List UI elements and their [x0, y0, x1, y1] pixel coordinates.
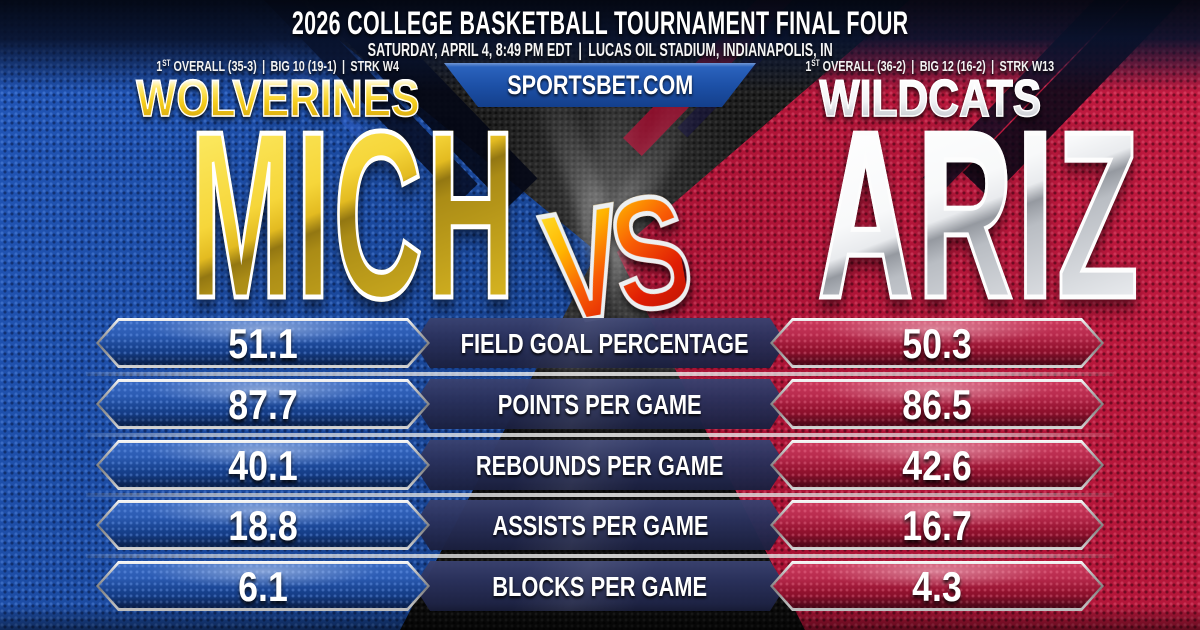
row-divider: [86, 493, 1114, 497]
home-stat-fill: 87.7: [99, 382, 427, 426]
away-stat-fill: 50.3: [773, 321, 1101, 365]
away-stat-value: 42.6: [902, 442, 972, 489]
away-team-block: 1ST OVERALL (36-2) | BIG 12 (16-2) | STR…: [690, 58, 1170, 348]
stat-label-band: [414, 379, 786, 429]
stat-label: FIELD GOAL PERCENTAGE: [460, 328, 749, 359]
home-stat-value: 40.1: [228, 442, 298, 489]
away-team-abbr: ARIZ: [816, 83, 1142, 348]
away-credentials-text: OVERALL (36-2) | BIG 12 (16-2) | STRK W1…: [819, 58, 1055, 75]
stat-row: 51.1 FIELD GOAL PERCENTAGE 50.3: [0, 318, 1200, 368]
home-team-name: WOLVERINES: [136, 70, 421, 128]
home-stat-value: 6.1: [238, 563, 288, 610]
row-divider: [86, 372, 1114, 376]
home-stat-fill: 51.1: [99, 321, 427, 365]
sportsbet-url: SPORTSBET.COM: [506, 70, 694, 100]
away-stat-value: 86.5: [902, 381, 972, 428]
home-stat-bar: 6.1: [96, 561, 430, 611]
home-stat-fill: 40.1: [99, 443, 427, 487]
stat-label-band: [414, 318, 786, 368]
event-subtitle: SATURDAY, APRIL 4, 8:49 PM EDT | LUCAS O…: [0, 40, 1200, 61]
away-stat-bar: 16.7: [770, 500, 1104, 550]
home-stat-value: 87.7: [228, 381, 298, 428]
away-stat-fill: 16.7: [773, 503, 1101, 547]
away-team-name: WILDCATS: [818, 70, 1041, 128]
away-stat-bar: 50.3: [770, 318, 1104, 368]
away-stat-value: 50.3: [902, 320, 972, 367]
stat-row: 40.1 REBOUNDS PER GAME 42.6: [0, 440, 1200, 490]
away-stat-bar: 42.6: [770, 440, 1104, 490]
away-stat-value: 16.7: [902, 502, 972, 549]
away-stat-fill: 42.6: [773, 443, 1101, 487]
away-stat-fill: 86.5: [773, 382, 1101, 426]
event-subtitle-text: SATURDAY, APRIL 4, 8:49 PM EDT | LUCAS O…: [367, 40, 833, 60]
stat-label: REBOUNDS PER GAME: [476, 450, 724, 481]
away-stat-value: 4.3: [912, 563, 962, 610]
away-stat-bar: 4.3: [770, 561, 1104, 611]
home-stat-fill: 6.1: [99, 564, 427, 608]
away-rank-suffix: ST: [811, 58, 820, 68]
stat-label-band: [414, 440, 786, 490]
away-stat-fill: 4.3: [773, 564, 1101, 608]
home-stat-bar: 18.8: [96, 500, 430, 550]
home-stat-fill: 18.8: [99, 503, 427, 547]
home-stat-bar: 51.1: [96, 318, 430, 368]
away-credentials: 1ST OVERALL (36-2) | BIG 12 (16-2) | STR…: [690, 58, 1170, 75]
stat-label: BLOCKS PER GAME: [492, 571, 708, 602]
row-divider: [86, 554, 1114, 558]
home-stat-bar: 40.1: [96, 440, 430, 490]
stat-row: 6.1 BLOCKS PER GAME 4.3: [0, 561, 1200, 611]
home-stat-bar: 87.7: [96, 379, 430, 429]
home-credentials-text: OVERALL (35-3) | BIG 10 (19-1) | STRK W4: [170, 58, 400, 75]
home-rank-suffix: ST: [162, 58, 171, 68]
home-credentials: 1ST OVERALL (35-3) | BIG 10 (19-1) | STR…: [38, 58, 518, 75]
row-divider: [86, 433, 1114, 437]
home-stat-value: 18.8: [228, 502, 298, 549]
event-title: 2026 COLLEGE BASKETBALL TOURNAMENT FINAL…: [0, 5, 1200, 42]
sportsbet-banner[interactable]: SPORTSBET.COM: [444, 63, 756, 107]
stat-label-band: [414, 500, 786, 550]
away-stat-bar: 86.5: [770, 379, 1104, 429]
stat-label-band: [414, 561, 786, 611]
stat-label: ASSISTS PER GAME: [491, 510, 709, 541]
stat-label: POINTS PER GAME: [498, 389, 702, 420]
event-title-text: 2026 COLLEGE BASKETBALL TOURNAMENT FINAL…: [291, 5, 909, 41]
stat-row: 18.8 ASSISTS PER GAME 16.7: [0, 500, 1200, 550]
stat-row: 87.7 POINTS PER GAME 86.5: [0, 379, 1200, 429]
home-team-block: 1ST OVERALL (35-3) | BIG 10 (19-1) | STR…: [38, 58, 519, 348]
home-stat-value: 51.1: [228, 320, 298, 367]
home-team-abbr: MICH: [188, 83, 519, 348]
home-rank-number: 1: [156, 58, 163, 75]
away-rank-number: 1: [805, 58, 812, 75]
